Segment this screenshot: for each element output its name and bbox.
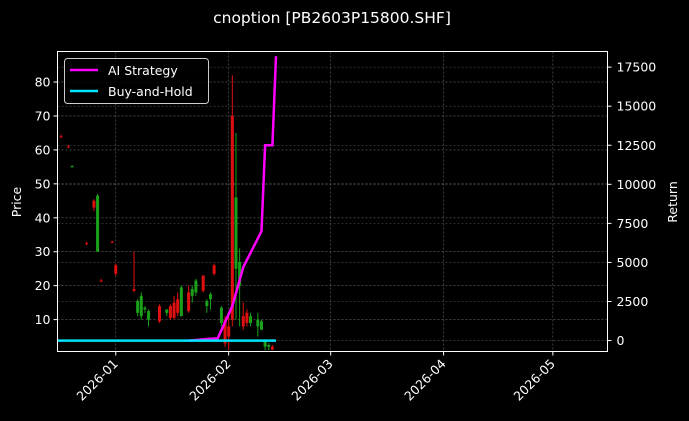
grid-lines: [57, 51, 608, 352]
x-tick-label: 2026-01: [73, 356, 121, 404]
x-tick-label: 2026-05: [510, 356, 558, 404]
right-tick-label: 10000: [617, 177, 657, 192]
candle: [230, 115, 234, 320]
x-tick-label: 2026-02: [186, 356, 234, 404]
left-tick-label: 20: [35, 278, 51, 293]
right-tick-label: 2500: [617, 294, 649, 309]
candle: [66, 146, 70, 148]
candle: [241, 316, 245, 327]
candle: [176, 299, 180, 313]
plot-frame: [57, 51, 608, 352]
candle: [201, 275, 205, 291]
right-tick-label: 0: [617, 333, 625, 348]
left-tick-label: 60: [35, 142, 51, 157]
candle: [179, 287, 183, 317]
candle: [190, 289, 194, 296]
left-price-axis: 10 20 30 40 50 60 70 80: [35, 75, 58, 327]
right-tick-label: 17500: [617, 60, 657, 75]
candle: [227, 326, 231, 337]
right-axis-label: Return: [665, 181, 680, 222]
candle: [219, 307, 223, 323]
ai-strategy-line: [188, 56, 278, 342]
candle: [249, 316, 253, 323]
candlesticks: [59, 75, 274, 351]
x-tick-label: 2026-04: [401, 356, 449, 404]
candle: [132, 289, 136, 291]
left-tick-label: 10: [35, 312, 51, 327]
candle: [238, 261, 242, 286]
left-axis-label: Price: [9, 186, 24, 217]
legend: AI Strategy Buy-and-Hold: [64, 58, 209, 104]
x-tick-label: 2026-03: [288, 356, 336, 404]
candle: [85, 243, 89, 245]
candle: [139, 295, 143, 317]
candle: [205, 300, 209, 307]
candle: [194, 280, 198, 293]
left-tick-label: 70: [35, 108, 51, 123]
candle: [99, 280, 103, 282]
date-x-axis: 2026-01 2026-02 2026-03 2026-04 2026-05: [73, 351, 558, 404]
candle: [267, 345, 271, 347]
candle: [212, 265, 216, 274]
right-tick-label: 7500: [617, 216, 649, 231]
candle: [187, 292, 191, 312]
candle: [223, 319, 227, 344]
right-return-axis: 0 2500 5000 7500 10000 12500 15000 17500: [607, 60, 657, 348]
candle: [245, 312, 249, 323]
candle: [114, 265, 118, 274]
candle: [136, 300, 140, 313]
candle: [172, 302, 176, 318]
candle: [70, 166, 74, 168]
candle: [263, 341, 267, 347]
candle: [168, 306, 172, 318]
candle: [259, 321, 263, 330]
legend-ai-strategy-label: AI Strategy: [108, 63, 178, 78]
candle: [143, 307, 147, 310]
left-tick-label: 40: [35, 210, 51, 225]
return-lines: [57, 56, 278, 342]
candle: [208, 294, 212, 300]
candle: [59, 136, 63, 138]
left-tick-label: 50: [35, 176, 51, 191]
candle: [256, 319, 260, 327]
right-tick-label: 12500: [617, 138, 657, 153]
legend-buy-and-hold-label: Buy-and-Hold: [108, 84, 193, 99]
candle: [234, 197, 238, 269]
chart-title: cnoption [PB2603P15800.SHF]: [213, 9, 451, 27]
candle: [92, 200, 96, 208]
left-tick-label: 30: [35, 244, 51, 259]
candle: [270, 346, 274, 350]
legend-box: [64, 58, 209, 104]
candle: [165, 309, 169, 313]
candle: [96, 195, 100, 252]
candle: [110, 241, 114, 243]
right-tick-label: 15000: [617, 99, 657, 114]
left-tick-label: 80: [35, 75, 51, 90]
candle: [157, 306, 161, 322]
candle: [147, 311, 151, 320]
right-tick-label: 5000: [617, 255, 649, 270]
